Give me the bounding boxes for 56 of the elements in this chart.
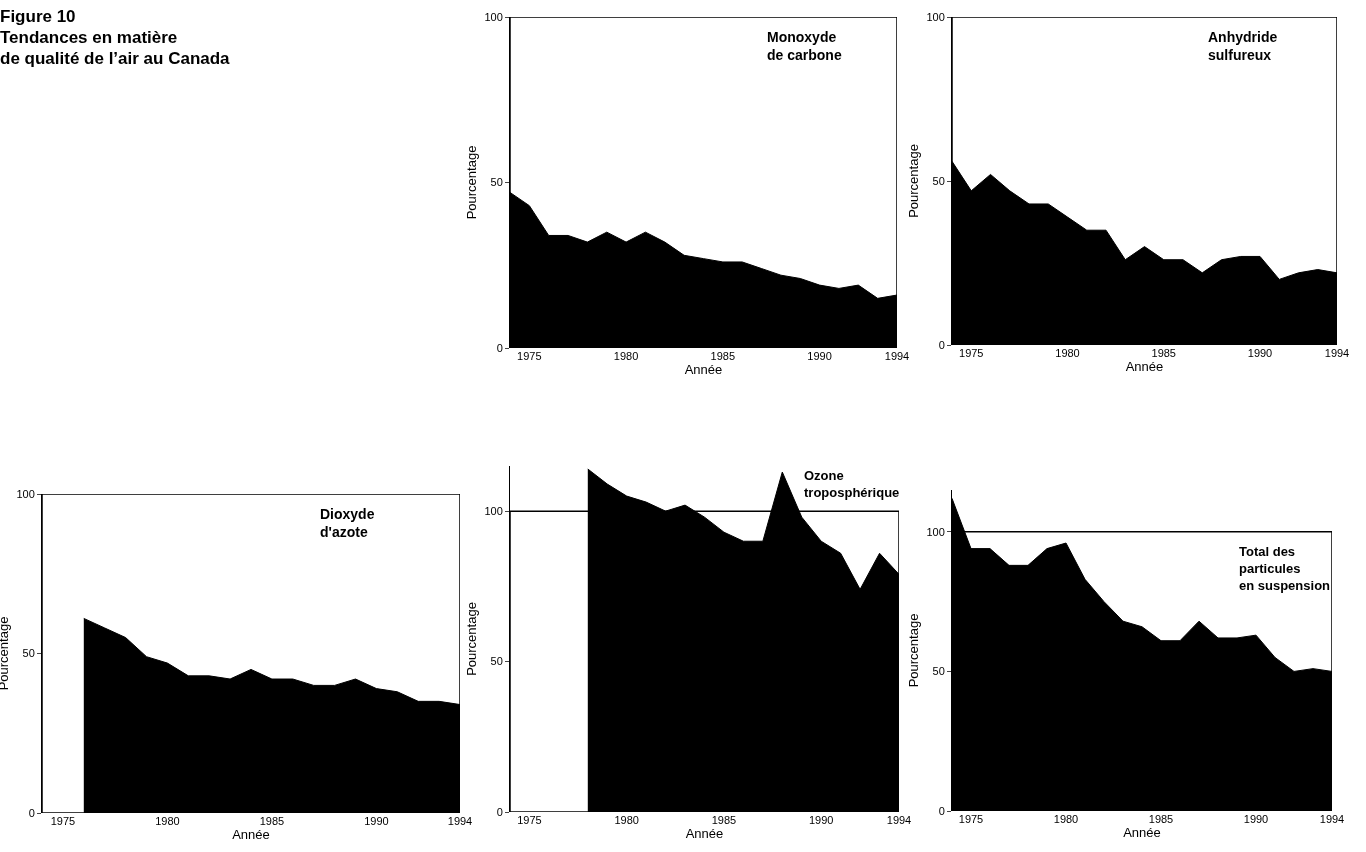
y-tick-label: 100 bbox=[16, 487, 35, 500]
x-tick-label: 1994 bbox=[1324, 347, 1350, 359]
y-tick-label: 50 bbox=[490, 655, 503, 668]
y-axis-title: Pourcentage bbox=[906, 613, 922, 688]
y-axis-title: Pourcentage bbox=[906, 144, 922, 218]
x-tick-label: 1980 bbox=[1055, 347, 1080, 359]
y-tick-label: 100 bbox=[926, 10, 945, 23]
y-tick-label: 0 bbox=[938, 804, 945, 817]
x-tick-label: 1975 bbox=[517, 814, 542, 826]
x-axis-title: Année bbox=[684, 362, 723, 377]
x-tick-label: 1994 bbox=[447, 815, 473, 827]
caption: Figure 10 Tendances en matière de qualité de l’air au Canada bbox=[0, 6, 230, 69]
x-tick-label: 1985 bbox=[1148, 813, 1174, 825]
x-tick-label: 1985 bbox=[711, 814, 737, 826]
x-tick-label: 1994 bbox=[1319, 813, 1345, 825]
x-tick-label: 1990 bbox=[808, 814, 834, 826]
y-tick-label: 0 bbox=[496, 341, 503, 354]
x-axis-title: Année bbox=[1125, 359, 1164, 374]
y-tick-label: 0 bbox=[938, 338, 945, 351]
x-tick-label: 1980 bbox=[613, 350, 639, 362]
text: Monoxyde de carbone bbox=[767, 29, 842, 64]
x-axis-title: Année bbox=[1123, 825, 1161, 840]
x-tick-label: 1975 bbox=[959, 347, 984, 359]
x-tick-label: 1994 bbox=[886, 814, 912, 826]
text: Ozone troposphérique bbox=[804, 468, 900, 500]
x-tick-label: 1990 bbox=[807, 350, 832, 362]
x-tick-label: 1994 bbox=[884, 350, 910, 362]
y-axis-title: Pourcentage bbox=[464, 602, 480, 676]
x-tick-label: 1985 bbox=[1151, 347, 1176, 359]
text: Total des particules en suspension bbox=[1239, 544, 1331, 593]
x-axis-title: Année bbox=[232, 827, 270, 842]
x-tick-label: 1985 bbox=[259, 815, 285, 827]
y-tick-label: 50 bbox=[490, 176, 503, 189]
y-tick-label: 100 bbox=[484, 10, 503, 23]
y-tick-label: 100 bbox=[484, 504, 503, 517]
x-tick-label: 1975 bbox=[50, 815, 76, 827]
y-tick-label: 50 bbox=[932, 174, 945, 187]
x-tick-label: 1975 bbox=[958, 813, 984, 825]
y-tick-label: 0 bbox=[496, 805, 503, 818]
y-axis-title: Pourcentage bbox=[464, 145, 480, 220]
y-tick-label: 50 bbox=[932, 665, 945, 678]
x-tick-label: 1975 bbox=[517, 350, 542, 362]
text: Anhydride sulfureux bbox=[1208, 29, 1278, 64]
x-tick-label: 1985 bbox=[710, 350, 736, 362]
y-tick-label: 50 bbox=[22, 647, 35, 660]
y-tick-label: 100 bbox=[926, 525, 945, 538]
y-tick-label: 0 bbox=[28, 806, 35, 819]
x-tick-label: 1980 bbox=[155, 815, 180, 827]
text: Dioxyde d'azote bbox=[320, 506, 375, 541]
x-tick-label: 1980 bbox=[1053, 813, 1079, 825]
y-axis-title: Pourcentage bbox=[0, 616, 12, 691]
x-tick-label: 1990 bbox=[1243, 813, 1269, 825]
x-tick-label: 1990 bbox=[364, 815, 389, 827]
x-tick-label: 1990 bbox=[1247, 347, 1273, 359]
x-axis-title: Année bbox=[685, 826, 724, 841]
x-tick-label: 1980 bbox=[614, 814, 639, 826]
